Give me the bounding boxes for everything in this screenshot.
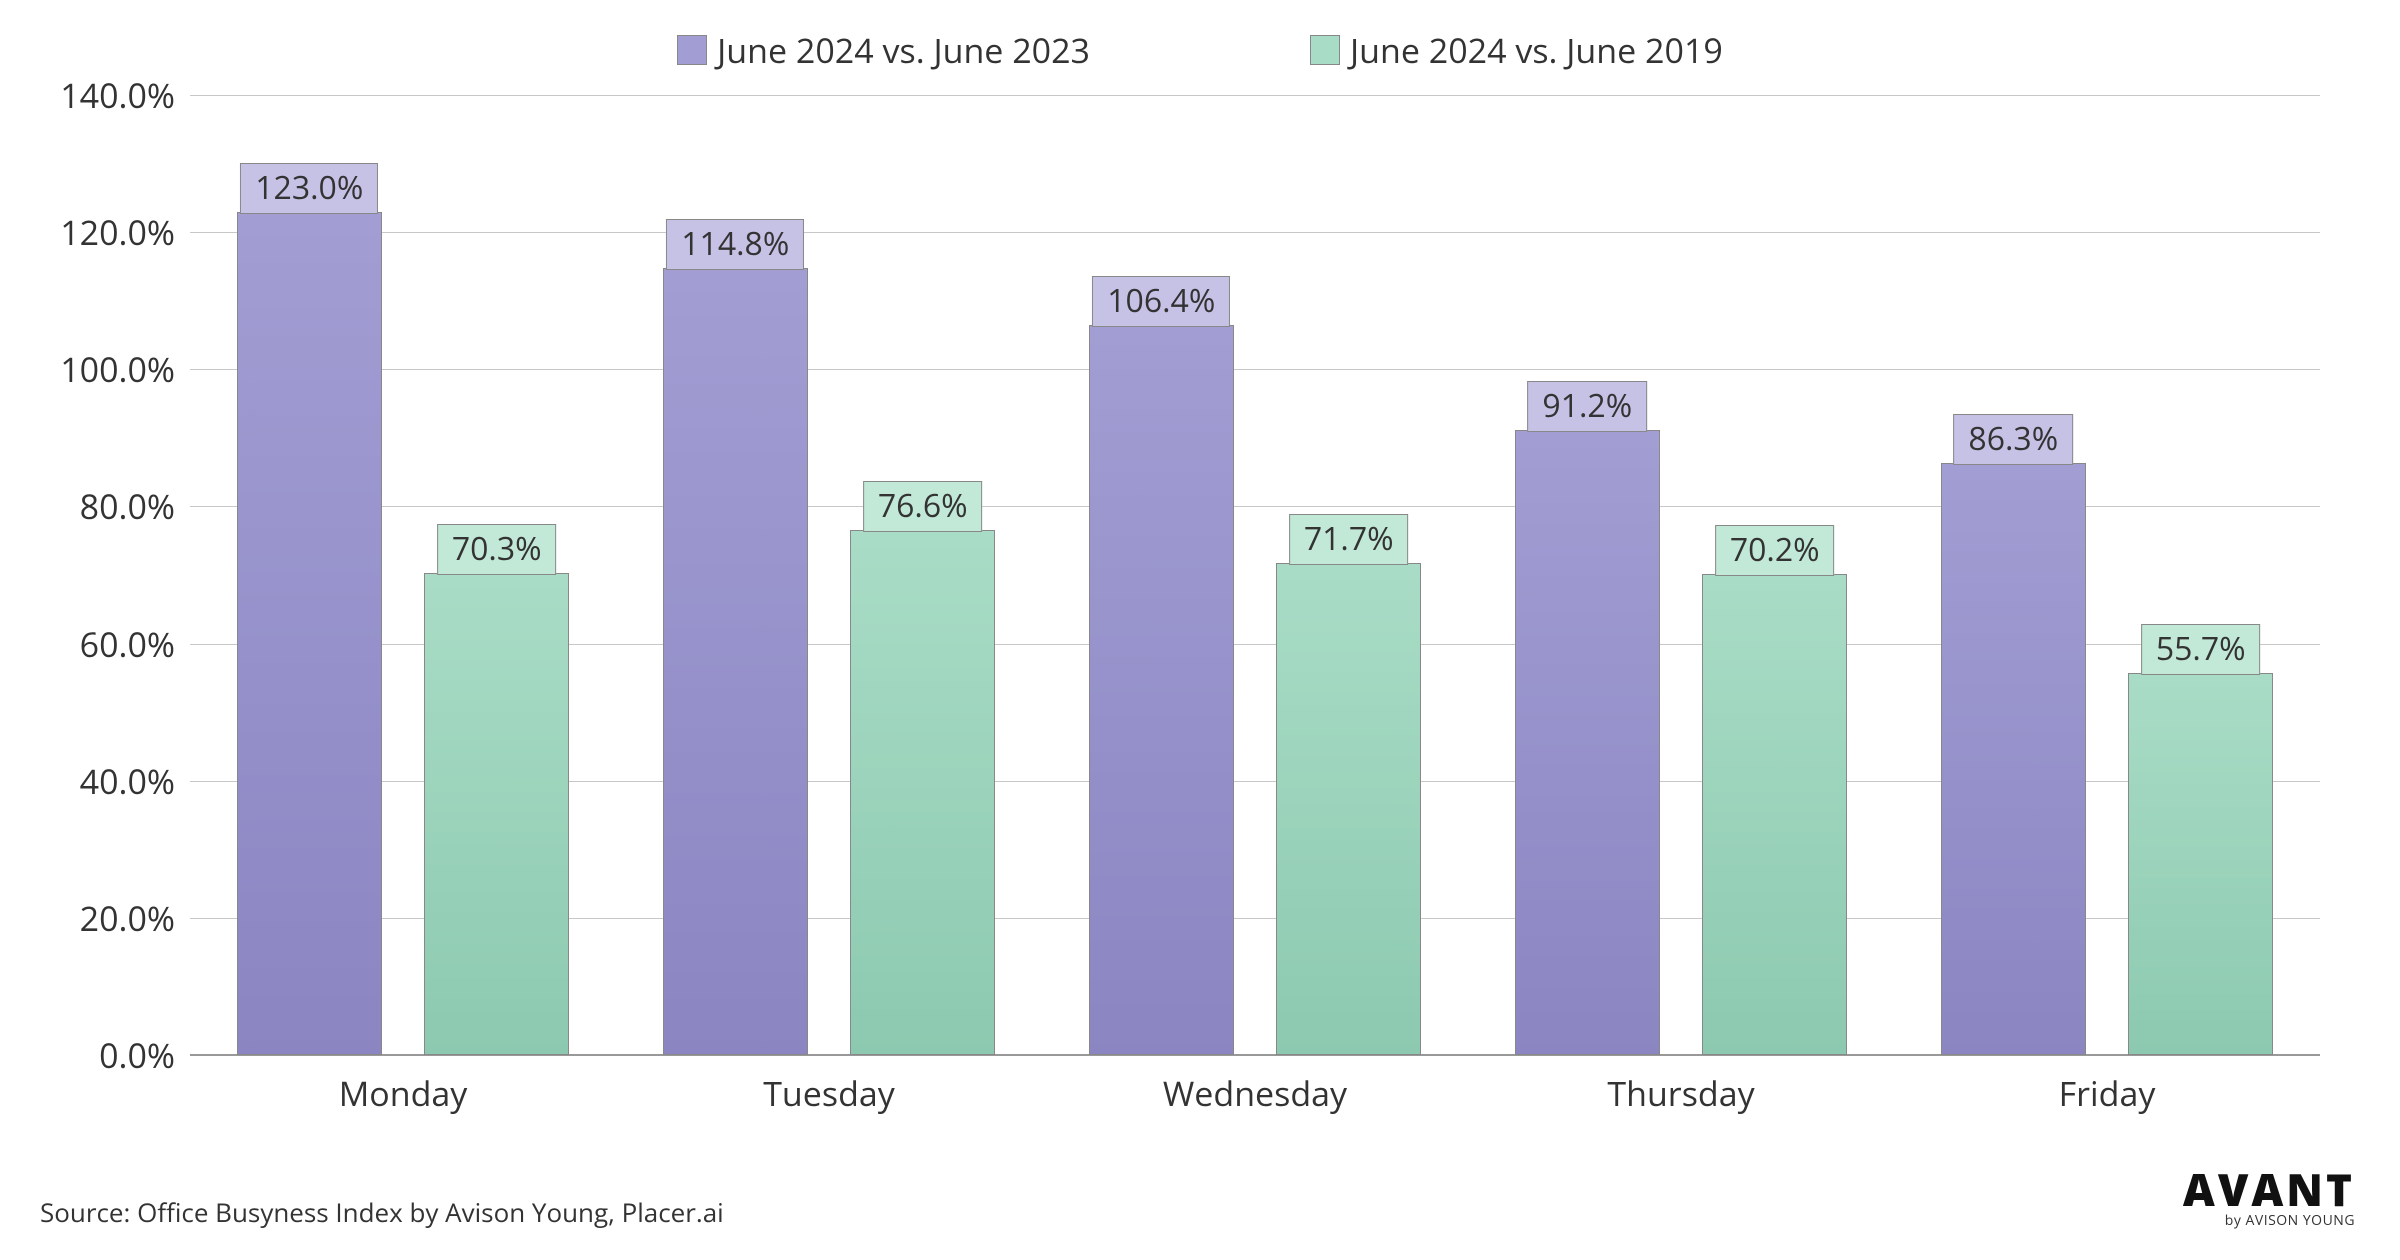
grid-line xyxy=(190,369,2320,370)
bar: 123.0% xyxy=(237,212,382,1055)
bar: 55.7% xyxy=(2128,673,2273,1055)
brand-logo: AVANT by AVISON YOUNG xyxy=(2183,1167,2355,1230)
legend-item-1: June 2024 vs. June 2019 xyxy=(1310,27,1723,73)
y-tick-label: 80.0% xyxy=(80,483,175,529)
bar: 76.6% xyxy=(850,530,995,1055)
x-tick-label: Wednesday xyxy=(1163,1070,1347,1116)
x-tick-label: Thursday xyxy=(1607,1070,1754,1116)
y-tick-label: 120.0% xyxy=(60,209,175,255)
bar-data-label: 123.0% xyxy=(240,163,378,214)
y-tick-label: 20.0% xyxy=(80,895,175,941)
bar-data-label: 106.4% xyxy=(1092,276,1230,327)
bar-data-label: 76.6% xyxy=(863,481,983,532)
bar: 114.8% xyxy=(663,268,808,1055)
bar: 70.3% xyxy=(424,573,569,1055)
bar-data-label: 70.2% xyxy=(1715,525,1835,576)
chart-container: June 2024 vs. June 2023 June 2024 vs. Jun… xyxy=(40,20,2360,1150)
x-tick-label: Monday xyxy=(339,1070,468,1116)
legend-swatch xyxy=(677,35,707,65)
bar: 91.2% xyxy=(1515,430,1660,1055)
legend-label: June 2024 vs. June 2023 xyxy=(717,27,1090,73)
bar-data-label: 71.7% xyxy=(1289,514,1409,565)
grid-line xyxy=(190,95,2320,96)
x-tick-label: Friday xyxy=(2059,1070,2156,1116)
bar-data-label: 114.8% xyxy=(666,219,804,270)
y-tick-label: 100.0% xyxy=(60,346,175,392)
bar: 86.3% xyxy=(1941,463,2086,1055)
y-tick-label: 40.0% xyxy=(80,758,175,804)
bar: 71.7% xyxy=(1276,563,1421,1055)
bar: 106.4% xyxy=(1089,325,1234,1055)
legend: June 2024 vs. June 2023 June 2024 vs. Jun… xyxy=(40,20,2360,80)
plot-area: 0.0%20.0%40.0%60.0%80.0%100.0%120.0%140.… xyxy=(190,95,2320,1055)
y-tick-label: 0.0% xyxy=(99,1032,175,1078)
bar-data-label: 86.3% xyxy=(1953,414,2073,465)
brand-main: AVANT xyxy=(2183,1167,2355,1211)
grid-line xyxy=(190,232,2320,233)
legend-label: June 2024 vs. June 2019 xyxy=(1350,27,1723,73)
y-tick-label: 140.0% xyxy=(60,72,175,118)
legend-swatch xyxy=(1310,35,1340,65)
source-text: Source: Office Busyness Index by Avison … xyxy=(40,1194,724,1230)
bar: 70.2% xyxy=(1702,574,1847,1055)
y-tick-label: 60.0% xyxy=(80,621,175,667)
legend-item-0: June 2024 vs. June 2023 xyxy=(677,27,1090,73)
bar-data-label: 70.3% xyxy=(437,524,557,575)
bar-data-label: 91.2% xyxy=(1527,381,1647,432)
x-tick-label: Tuesday xyxy=(763,1070,895,1116)
bar-data-label: 55.7% xyxy=(2141,624,2261,675)
